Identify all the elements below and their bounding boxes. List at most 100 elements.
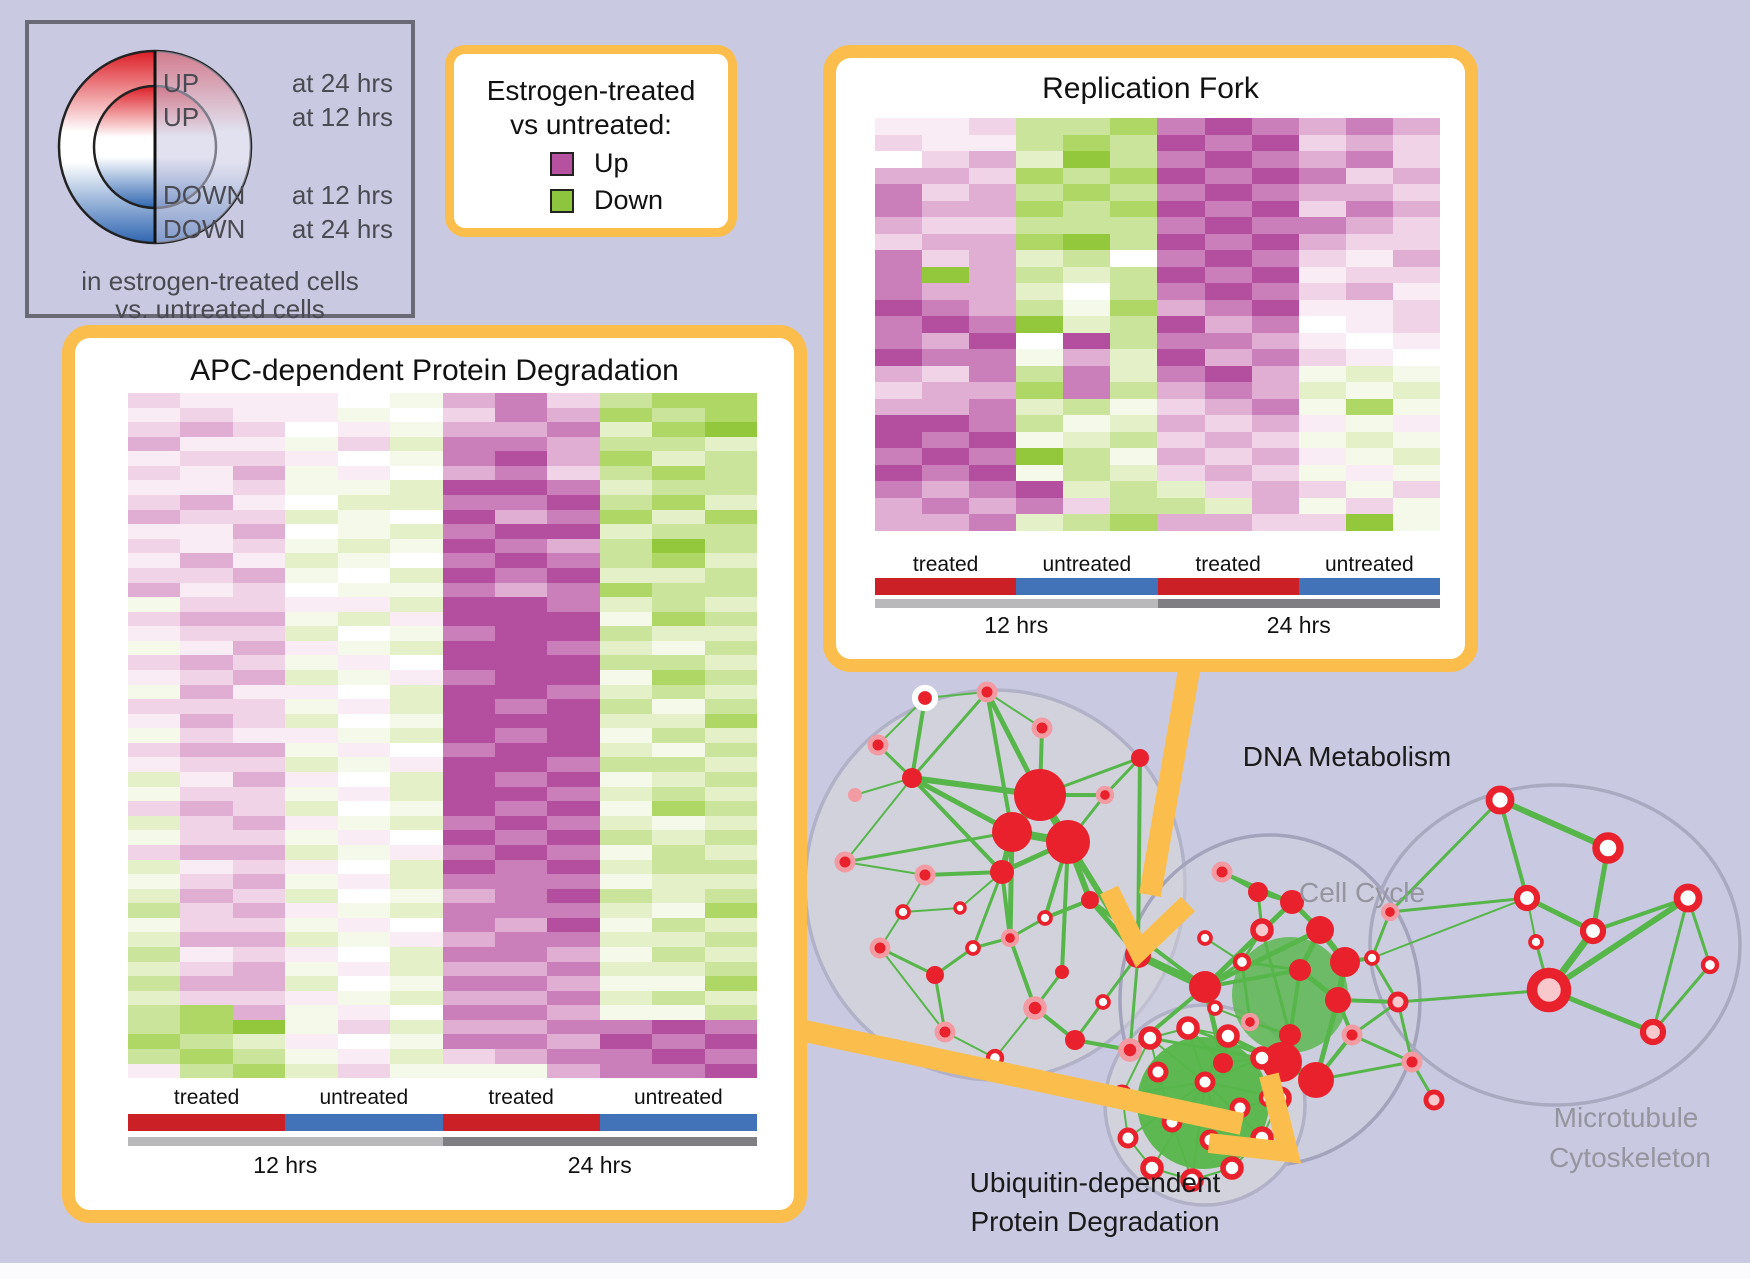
ring-down24-label: DOWN [163,214,246,244]
timepoint-bar [875,599,1440,608]
arrow-apc-to-ubiq-head [1207,1072,1302,1164]
group-label: untreated [1042,553,1132,576]
figure-bottom-margin [0,1263,1750,1279]
node-h [1380,902,1400,922]
time-label: 24 hrs [567,1152,632,1178]
ring-legend-box: UP at 24 hrs UP at 12 hrs DOWN at 12 hrs… [25,20,415,324]
ring-up12-label: UP [163,102,200,132]
apc-group-labels: treated untreated treated untreated [128,1086,757,1110]
edge [986,691,1043,729]
node-h [914,864,936,886]
node-s [1298,1062,1334,1098]
cc-label: Cell Cycle [1298,877,1426,908]
up-swatch [550,151,574,176]
time-label: 12 hrs [984,612,1049,638]
node-wd [1592,832,1624,864]
node-wd [895,904,911,920]
node-wd [1700,955,1720,975]
edge [1651,964,1712,1033]
node-s [1306,916,1334,944]
node-wd [1232,952,1252,972]
node-wd [1673,883,1703,913]
node-h [1023,996,1047,1020]
edge [1498,799,1529,899]
edge [844,861,926,876]
node-wd [965,940,981,956]
node-s [990,860,1014,884]
node-wd [1579,917,1607,945]
node-wd [1220,1156,1244,1180]
node-wd [953,901,967,915]
ring-down24-time: at 24 hrs [291,214,393,244]
node-h [934,1021,956,1043]
node-wd [1528,934,1544,950]
node-h [867,734,889,756]
replication-fork-title: Replication Fork [1042,72,1259,105]
node-wr [911,684,939,712]
node-h [1118,1038,1142,1062]
ring-down12-time: at 12 hrs [291,180,393,210]
node-wd [1037,910,1053,926]
node-s [992,812,1032,852]
edge [1203,900,1294,989]
node-wd [1180,1168,1204,1192]
node-s [1189,971,1221,1003]
node-pd [1387,991,1409,1013]
apc-heatmap [128,393,758,1079]
edge [1371,897,1528,959]
node-wd [1140,1156,1164,1180]
dna-label: DNA Metabolism [1242,741,1452,772]
node-s [1279,1024,1301,1046]
node-wd [1207,1000,1223,1016]
time-label: 12 hrs [253,1152,318,1178]
edge [1397,988,1550,1004]
ring-legend-graphic [57,49,253,245]
group-label: untreated [1325,553,1414,576]
timepoint-bar [128,1137,757,1146]
node-wd [1364,950,1380,966]
group-label: untreated [634,1086,723,1109]
edge [844,830,1013,864]
node-wd [1194,1071,1216,1093]
ring-legend-caption-2: vs. untreated cells [115,294,325,324]
edge [902,907,961,913]
node-h [1211,861,1233,883]
node-sp [848,788,862,802]
apc-panel: APC-dependent Protein Degradation treate… [62,325,807,1223]
edge [1389,896,1528,914]
ring-up24-time: at 24 hrs [291,68,393,98]
node-wd [1197,930,1213,946]
updown-legend-title-1: Estrogen-treated [486,75,696,106]
node-s [1325,987,1351,1013]
edge [910,691,989,779]
node-wd [1176,1016,1200,1040]
node-s [1055,965,1069,979]
node-s [1213,1053,1233,1073]
edge [1191,1081,1206,1181]
edge [1651,897,1690,1033]
edge [910,697,927,779]
node-s [1046,820,1090,864]
apc-title: APC-dependent Protein Degradation [190,354,679,387]
node-h [1000,928,1020,948]
edge [1592,896,1689,933]
node-wd [1117,1127,1139,1149]
node-pd [1526,967,1572,1013]
node-s [1248,882,1268,902]
edge [985,691,1014,833]
cluster-micro [1368,783,1742,1107]
arrow-apc-to-ubiq [797,1019,1245,1135]
group-label: untreated [319,1086,409,1109]
treated-untreated-bar [128,1114,757,1131]
ring-up12-time: at 12 hrs [291,102,393,132]
group-label: treated [912,553,979,576]
replication-fork-panel: Replication Fork treated untreated treat… [823,45,1478,672]
replication-fork-heatmap [875,118,1440,531]
ring-legend-caption-1: in estrogen-treated cells [81,266,359,296]
node-h [869,937,891,959]
node-s [1065,1030,1085,1050]
edge [1351,1033,1413,1064]
timepoint-labels: 12 hrs 24 hrs [875,612,1440,639]
node-h [1031,717,1053,739]
